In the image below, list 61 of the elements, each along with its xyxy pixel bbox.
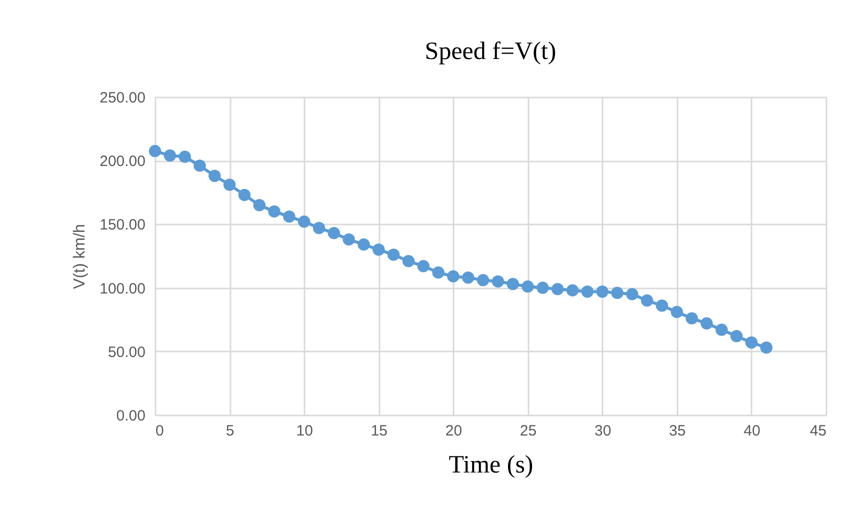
point [566, 284, 579, 296]
point [656, 299, 668, 312]
point [670, 306, 684, 318]
y-tick-label: 150.00 [100, 216, 146, 234]
point [402, 254, 415, 268]
point [462, 272, 474, 284]
point [328, 226, 340, 240]
point [148, 144, 162, 158]
point [476, 274, 490, 286]
point [432, 266, 444, 279]
point [536, 282, 549, 294]
point [760, 341, 772, 354]
y-tick-label: 0.00 [116, 408, 146, 424]
y-tick-label: 100.00 [100, 280, 146, 298]
point [626, 288, 638, 300]
x-tick-label: 20 [445, 422, 462, 440]
point [640, 294, 654, 307]
point [492, 275, 504, 288]
x-tick-label: 5 [226, 422, 234, 440]
point [298, 216, 310, 228]
point [253, 199, 266, 212]
point [700, 317, 713, 330]
point [551, 282, 564, 296]
point [522, 280, 534, 293]
point [506, 278, 519, 290]
x-tick-label: 30 [594, 422, 612, 440]
x-axis-title: Time (s) [448, 452, 534, 478]
point [686, 312, 698, 324]
x-tick-label: 25 [520, 422, 537, 440]
x-tick-label: 15 [370, 422, 388, 440]
x-tick-label: 10 [296, 422, 313, 440]
point [268, 205, 280, 218]
point [417, 260, 430, 272]
y-tick-label: 50.00 [108, 344, 146, 361]
point [596, 286, 608, 298]
point [372, 244, 385, 256]
point [238, 188, 251, 202]
point [387, 248, 400, 261]
chart-title: Speed f=V(t) [424, 38, 556, 65]
point [358, 238, 370, 251]
point [194, 160, 206, 172]
x-tick-label: 40 [744, 422, 760, 440]
y-tick-label: 250.00 [100, 90, 146, 106]
point [611, 286, 624, 299]
point [730, 330, 743, 342]
point [447, 270, 460, 282]
point [208, 170, 221, 182]
point [223, 178, 236, 191]
point [342, 233, 355, 246]
x-tick-label: 45 [810, 422, 826, 440]
point [581, 286, 594, 298]
point [312, 222, 326, 234]
x-tick-label: 0 [156, 422, 164, 440]
x-tick-label: 35 [669, 422, 686, 440]
y-tick-label: 200.00 [100, 153, 146, 170]
y-axis-title: V(t) km/h [72, 224, 89, 289]
point [283, 210, 296, 223]
point [716, 324, 728, 336]
point [745, 336, 758, 349]
point [178, 150, 191, 163]
point [164, 149, 176, 162]
